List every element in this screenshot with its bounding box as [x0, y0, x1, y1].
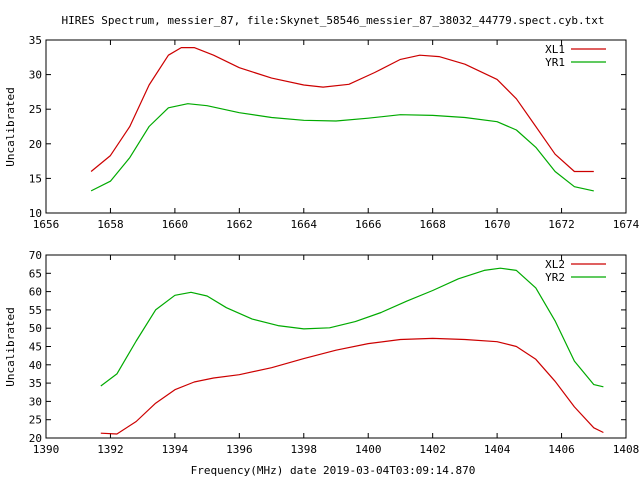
series-line-yr2 [100, 267, 604, 388]
legend-label-yr1: YR1 [545, 56, 565, 69]
x-tick-label: 1656 [33, 218, 60, 231]
series-line-xl2 [100, 337, 604, 435]
x-tick-label: 1672 [548, 218, 575, 231]
y-axis-label: Uncalibrated [4, 307, 17, 386]
y-tick-label: 60 [29, 286, 42, 299]
x-axis-label: Frequency(MHz) date 2019-03-04T03:09:14.… [191, 464, 476, 477]
x-tick-label: 1406 [548, 443, 575, 456]
x-tick-label: 1392 [97, 443, 124, 456]
x-tick-label: 1408 [613, 443, 640, 456]
y-tick-label: 70 [29, 249, 42, 262]
x-tick-label: 1664 [291, 218, 318, 231]
y-tick-label: 20 [29, 432, 42, 445]
x-tick-label: 1402 [419, 443, 446, 456]
bottom-panel-xl2-yr2: 1390 1392 1394 1396 1398 1400 1402 1404 1406 1408… [4, 249, 639, 456]
y-tick-label: 50 [29, 322, 42, 335]
series-line-yr1 [90, 103, 594, 192]
x-tick-label: 1674 [613, 218, 640, 231]
legend-label-xl1: XL1 [545, 43, 565, 56]
y-tick-label: 25 [29, 103, 42, 116]
y-tick-label: 30 [29, 395, 42, 408]
plot-frame [45, 39, 627, 214]
x-tick-label: 1404 [484, 443, 511, 456]
series-line-xl1 [90, 46, 594, 173]
y-tick-label: 45 [29, 341, 42, 354]
top-panel-xl1-yr1: 1656 1658 1660 1662 1664 1666 1668 1670 1672 1674… [4, 34, 640, 231]
x-tick-label: 1396 [226, 443, 253, 456]
x-tick-label: 1390 [33, 443, 60, 456]
x-tick-label: 1660 [162, 218, 189, 231]
y-tick-label: 35 [29, 377, 42, 390]
y-tick-label: 15 [29, 172, 42, 185]
x-tick-label: 1400 [355, 443, 382, 456]
y-tick-label: 20 [29, 138, 42, 151]
legend-label-yr2: YR2 [545, 271, 565, 284]
y-tick-label: 40 [29, 359, 42, 372]
y-axis-label: Uncalibrated [4, 87, 17, 166]
y-tick-label: 35 [29, 34, 42, 47]
x-tick-label: 1668 [419, 218, 446, 231]
y-tick-label: 25 [29, 414, 42, 427]
x-tick-label: 1394 [162, 443, 189, 456]
x-tick-label: 1666 [355, 218, 382, 231]
figure-title: HIRES Spectrum, messier_87, file:Skynet_… [61, 14, 604, 27]
x-tick-label: 1670 [484, 218, 511, 231]
y-tick-label: 65 [29, 267, 42, 280]
x-tick-label: 1398 [291, 443, 318, 456]
x-tick-label: 1662 [226, 218, 253, 231]
y-tick-label: 55 [29, 304, 42, 317]
legend-label-xl2: XL2 [545, 258, 565, 271]
y-tick-label: 10 [29, 207, 42, 220]
y-tick-label: 30 [29, 69, 42, 82]
x-tick-label: 1658 [97, 218, 124, 231]
